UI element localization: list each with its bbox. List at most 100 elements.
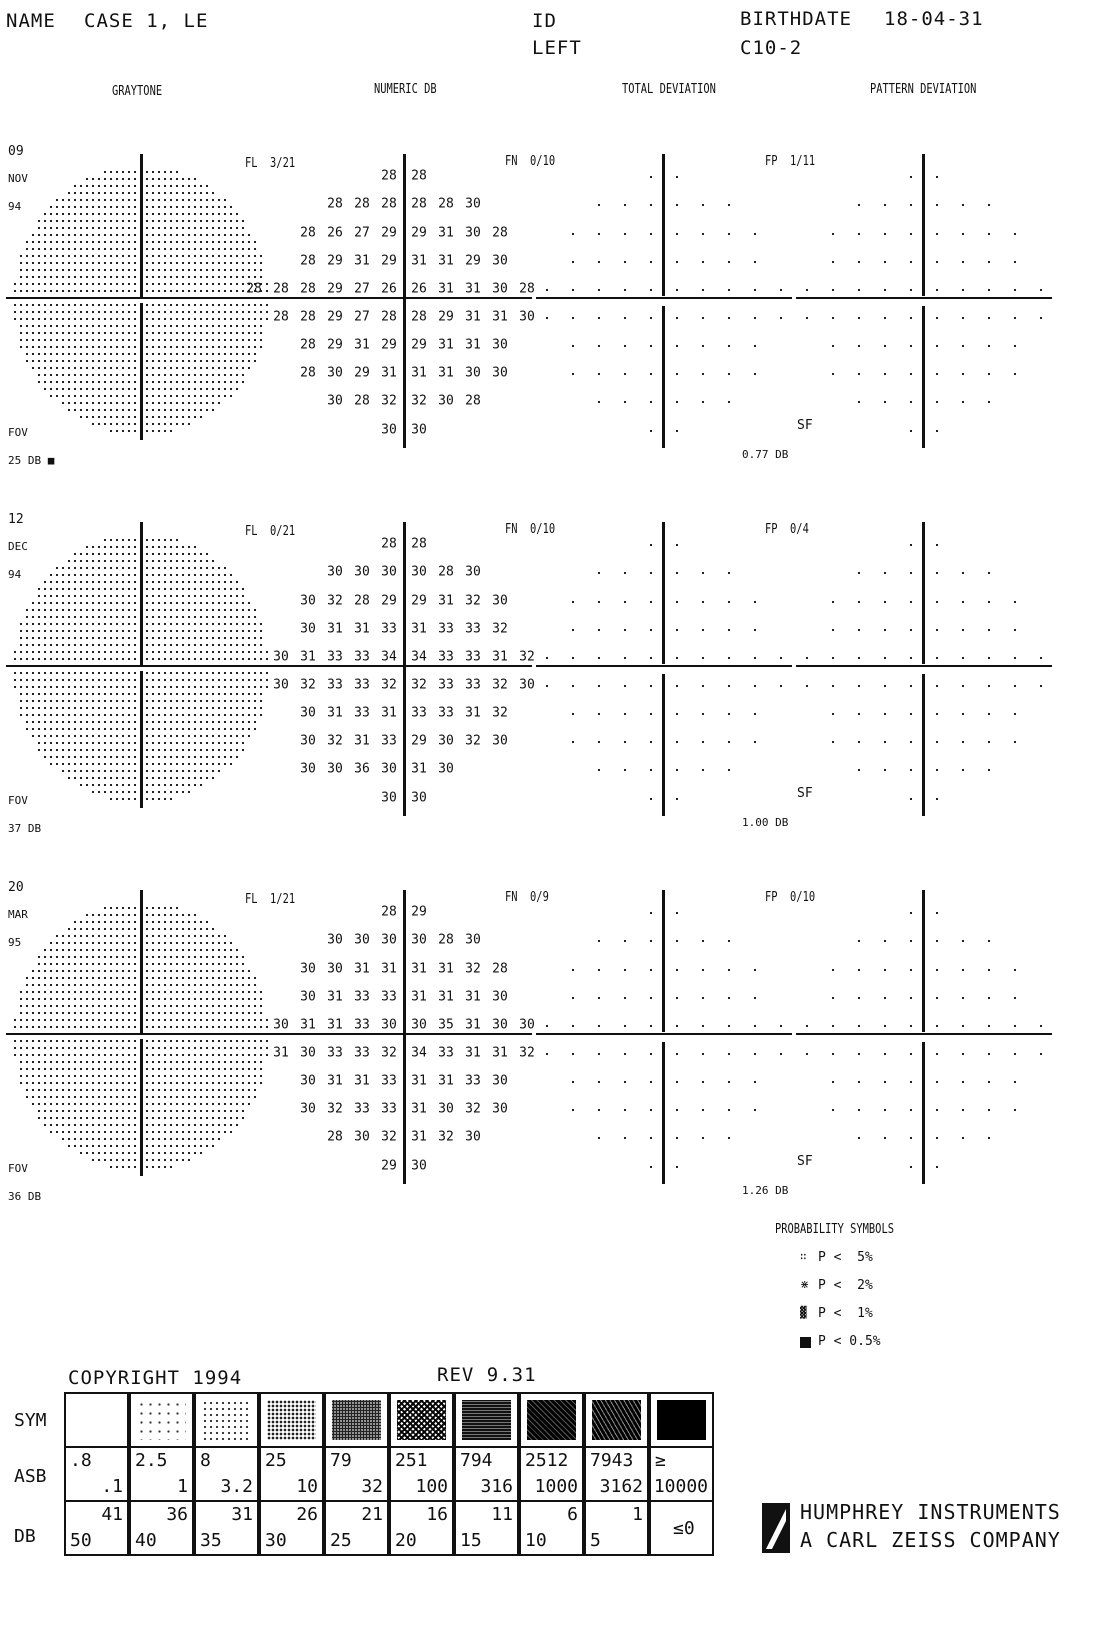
deviation-dot: [1014, 997, 1016, 999]
graytone-dot: [218, 700, 220, 702]
graytone-dot: [50, 381, 52, 383]
deviation-dot: [598, 1081, 600, 1083]
graytone-dot: [200, 1082, 202, 1084]
threshold-value: 33: [327, 649, 343, 665]
company-name: HUMPHREY INSTRUMENTS: [800, 1500, 1061, 1524]
graytone-dot: [200, 602, 202, 604]
graytone-dot: [98, 1089, 100, 1091]
graytone-dot: [134, 977, 136, 979]
graytone-dot: [218, 206, 220, 208]
deviation-dot: [884, 317, 886, 319]
graytone-dot: [86, 1012, 88, 1014]
deviation-dot: [754, 629, 756, 631]
graytone-dot: [56, 269, 58, 271]
deviation-dot: [858, 969, 860, 971]
deviation-dot: [676, 685, 678, 687]
graytone-dot: [44, 1019, 46, 1021]
graytone-dot: [158, 220, 160, 222]
graytone-dot: [254, 991, 256, 993]
graytone-dot: [116, 602, 118, 604]
graytone-dot: [86, 1068, 88, 1070]
graytone-dot: [164, 567, 166, 569]
graytone-dot: [44, 304, 46, 306]
graytone-dot: [80, 1131, 82, 1133]
graytone-dot: [230, 658, 232, 660]
threshold-value: 31: [327, 1073, 343, 1089]
graytone-dot: [188, 346, 190, 348]
graytone-dot: [50, 1026, 52, 1028]
deviation-dot: [650, 769, 652, 771]
graytone-dot: [152, 581, 154, 583]
graytone-dot: [44, 1082, 46, 1084]
db-upper: ≤0: [673, 1518, 695, 1539]
db-lower: 40: [135, 1530, 157, 1551]
graytone-dot: [176, 1096, 178, 1098]
graytone-dot: [158, 714, 160, 716]
graytone-dot: [74, 581, 76, 583]
deviation-dot: [1040, 1053, 1042, 1055]
graytone-dot: [62, 949, 64, 951]
graytone-dot: [164, 248, 166, 250]
graytone-dot: [206, 367, 208, 369]
graytone-dot: [92, 213, 94, 215]
threshold-value: 29: [327, 309, 343, 325]
graytone-dot: [176, 574, 178, 576]
false-negatives: FN 0/10: [505, 154, 556, 169]
graytone-dot: [44, 623, 46, 625]
graytone-dot: [92, 395, 94, 397]
graytone-dot: [122, 1096, 124, 1098]
asb-cell: .8.1: [64, 1446, 129, 1502]
graytone-dot: [158, 213, 160, 215]
graytone-dot: [188, 651, 190, 653]
graytone-dot: [62, 332, 64, 334]
graytone-dot: [122, 935, 124, 937]
graytone-dot: [164, 374, 166, 376]
graytone-dot: [170, 1005, 172, 1007]
graytone-dot: [110, 402, 112, 404]
graytone-dot: [128, 290, 130, 292]
deviation-dot: [910, 1053, 912, 1055]
graytone-dot: [110, 651, 112, 653]
deviation-dot: [650, 685, 652, 687]
graytone-dot: [224, 998, 226, 1000]
graytone-dot: [134, 1152, 136, 1154]
graytone-dot: [128, 991, 130, 993]
threshold-value: 29: [411, 593, 427, 609]
graytone-dot: [86, 199, 88, 201]
sym-cell: [584, 1392, 649, 1448]
graytone-dot: [92, 700, 94, 702]
graytone-dot: [128, 984, 130, 986]
graytone-dot: [176, 220, 178, 222]
db-lower: 10: [525, 1530, 547, 1551]
graytone-dot: [188, 735, 190, 737]
graytone-dot: [74, 935, 76, 937]
graytone-dot: [116, 742, 118, 744]
graytone-dot: [152, 630, 154, 632]
deviation-dot: [572, 969, 574, 971]
graytone-dot: [98, 651, 100, 653]
graytone-dot: [194, 290, 196, 292]
graytone-dot: [56, 567, 58, 569]
graytone-dot: [236, 644, 238, 646]
graytone-dot: [86, 784, 88, 786]
sym-swatch: [332, 1400, 381, 1440]
graytone-dot: [32, 1075, 34, 1077]
graytone-dot: [230, 609, 232, 611]
deviation-dot: [858, 629, 860, 631]
graytone-dot: [50, 206, 52, 208]
graytone-dot: [188, 928, 190, 930]
graytone-dot: [182, 262, 184, 264]
graytone-dot: [50, 269, 52, 271]
graytone-dot: [80, 644, 82, 646]
graytone-dot: [212, 1131, 214, 1133]
threshold-value: 31: [438, 225, 454, 241]
graytone-dot: [212, 984, 214, 986]
graytone-dot: [206, 1096, 208, 1098]
graytone-dot: [164, 283, 166, 285]
graytone-dot: [98, 714, 100, 716]
graytone-dot: [218, 770, 220, 772]
graytone-dot: [176, 1075, 178, 1077]
dense-pattern-1-icon: ▓: [800, 1306, 807, 1319]
graytone-dot: [110, 381, 112, 383]
graytone-dot: [248, 276, 250, 278]
